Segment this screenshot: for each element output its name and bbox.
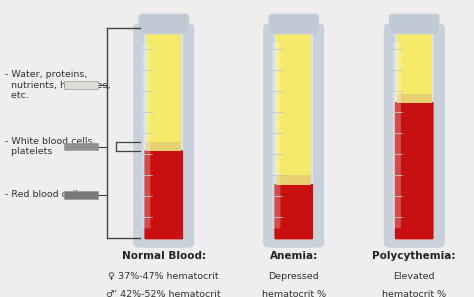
FancyBboxPatch shape (269, 14, 318, 34)
FancyBboxPatch shape (139, 14, 188, 34)
FancyBboxPatch shape (135, 24, 193, 247)
FancyBboxPatch shape (272, 42, 281, 228)
FancyBboxPatch shape (264, 24, 323, 247)
Bar (64, 81, 98, 89)
Text: - White blood cells,
  platelets: - White blood cells, platelets (5, 137, 96, 156)
Bar (397, 29, 432, 94)
FancyBboxPatch shape (395, 27, 434, 239)
Bar (146, 29, 181, 142)
FancyBboxPatch shape (385, 24, 444, 247)
FancyBboxPatch shape (393, 42, 401, 228)
Text: - Water, proteins,
  nutrients, hormones,
  etc.: - Water, proteins, nutrients, hormones, … (5, 70, 111, 100)
Text: ♂ʹ 42%-52% hematocrit: ♂ʹ 42%-52% hematocrit (107, 290, 221, 297)
Bar (397, 94, 432, 103)
FancyBboxPatch shape (145, 150, 183, 239)
FancyBboxPatch shape (274, 27, 313, 239)
FancyBboxPatch shape (142, 42, 150, 228)
FancyBboxPatch shape (390, 14, 439, 34)
Text: Anemia:: Anemia: (270, 251, 318, 261)
Bar (64, 143, 98, 150)
Text: hematocrit %: hematocrit % (382, 290, 447, 297)
Bar (146, 142, 181, 151)
Text: - Red blood cells: - Red blood cells (5, 190, 83, 199)
FancyBboxPatch shape (395, 102, 434, 239)
Text: Polycythemia:: Polycythemia: (373, 251, 456, 261)
Text: ♀ 37%-47% hematocrit: ♀ 37%-47% hematocrit (109, 271, 219, 280)
Text: Normal Blood:: Normal Blood: (122, 251, 206, 261)
FancyBboxPatch shape (274, 184, 313, 239)
Text: Elevated: Elevated (393, 271, 435, 280)
Bar (276, 176, 311, 185)
Bar (64, 191, 98, 199)
Bar (276, 29, 311, 176)
Text: hematocrit %: hematocrit % (262, 290, 326, 297)
FancyBboxPatch shape (145, 27, 183, 239)
Text: Depressed: Depressed (268, 271, 319, 280)
